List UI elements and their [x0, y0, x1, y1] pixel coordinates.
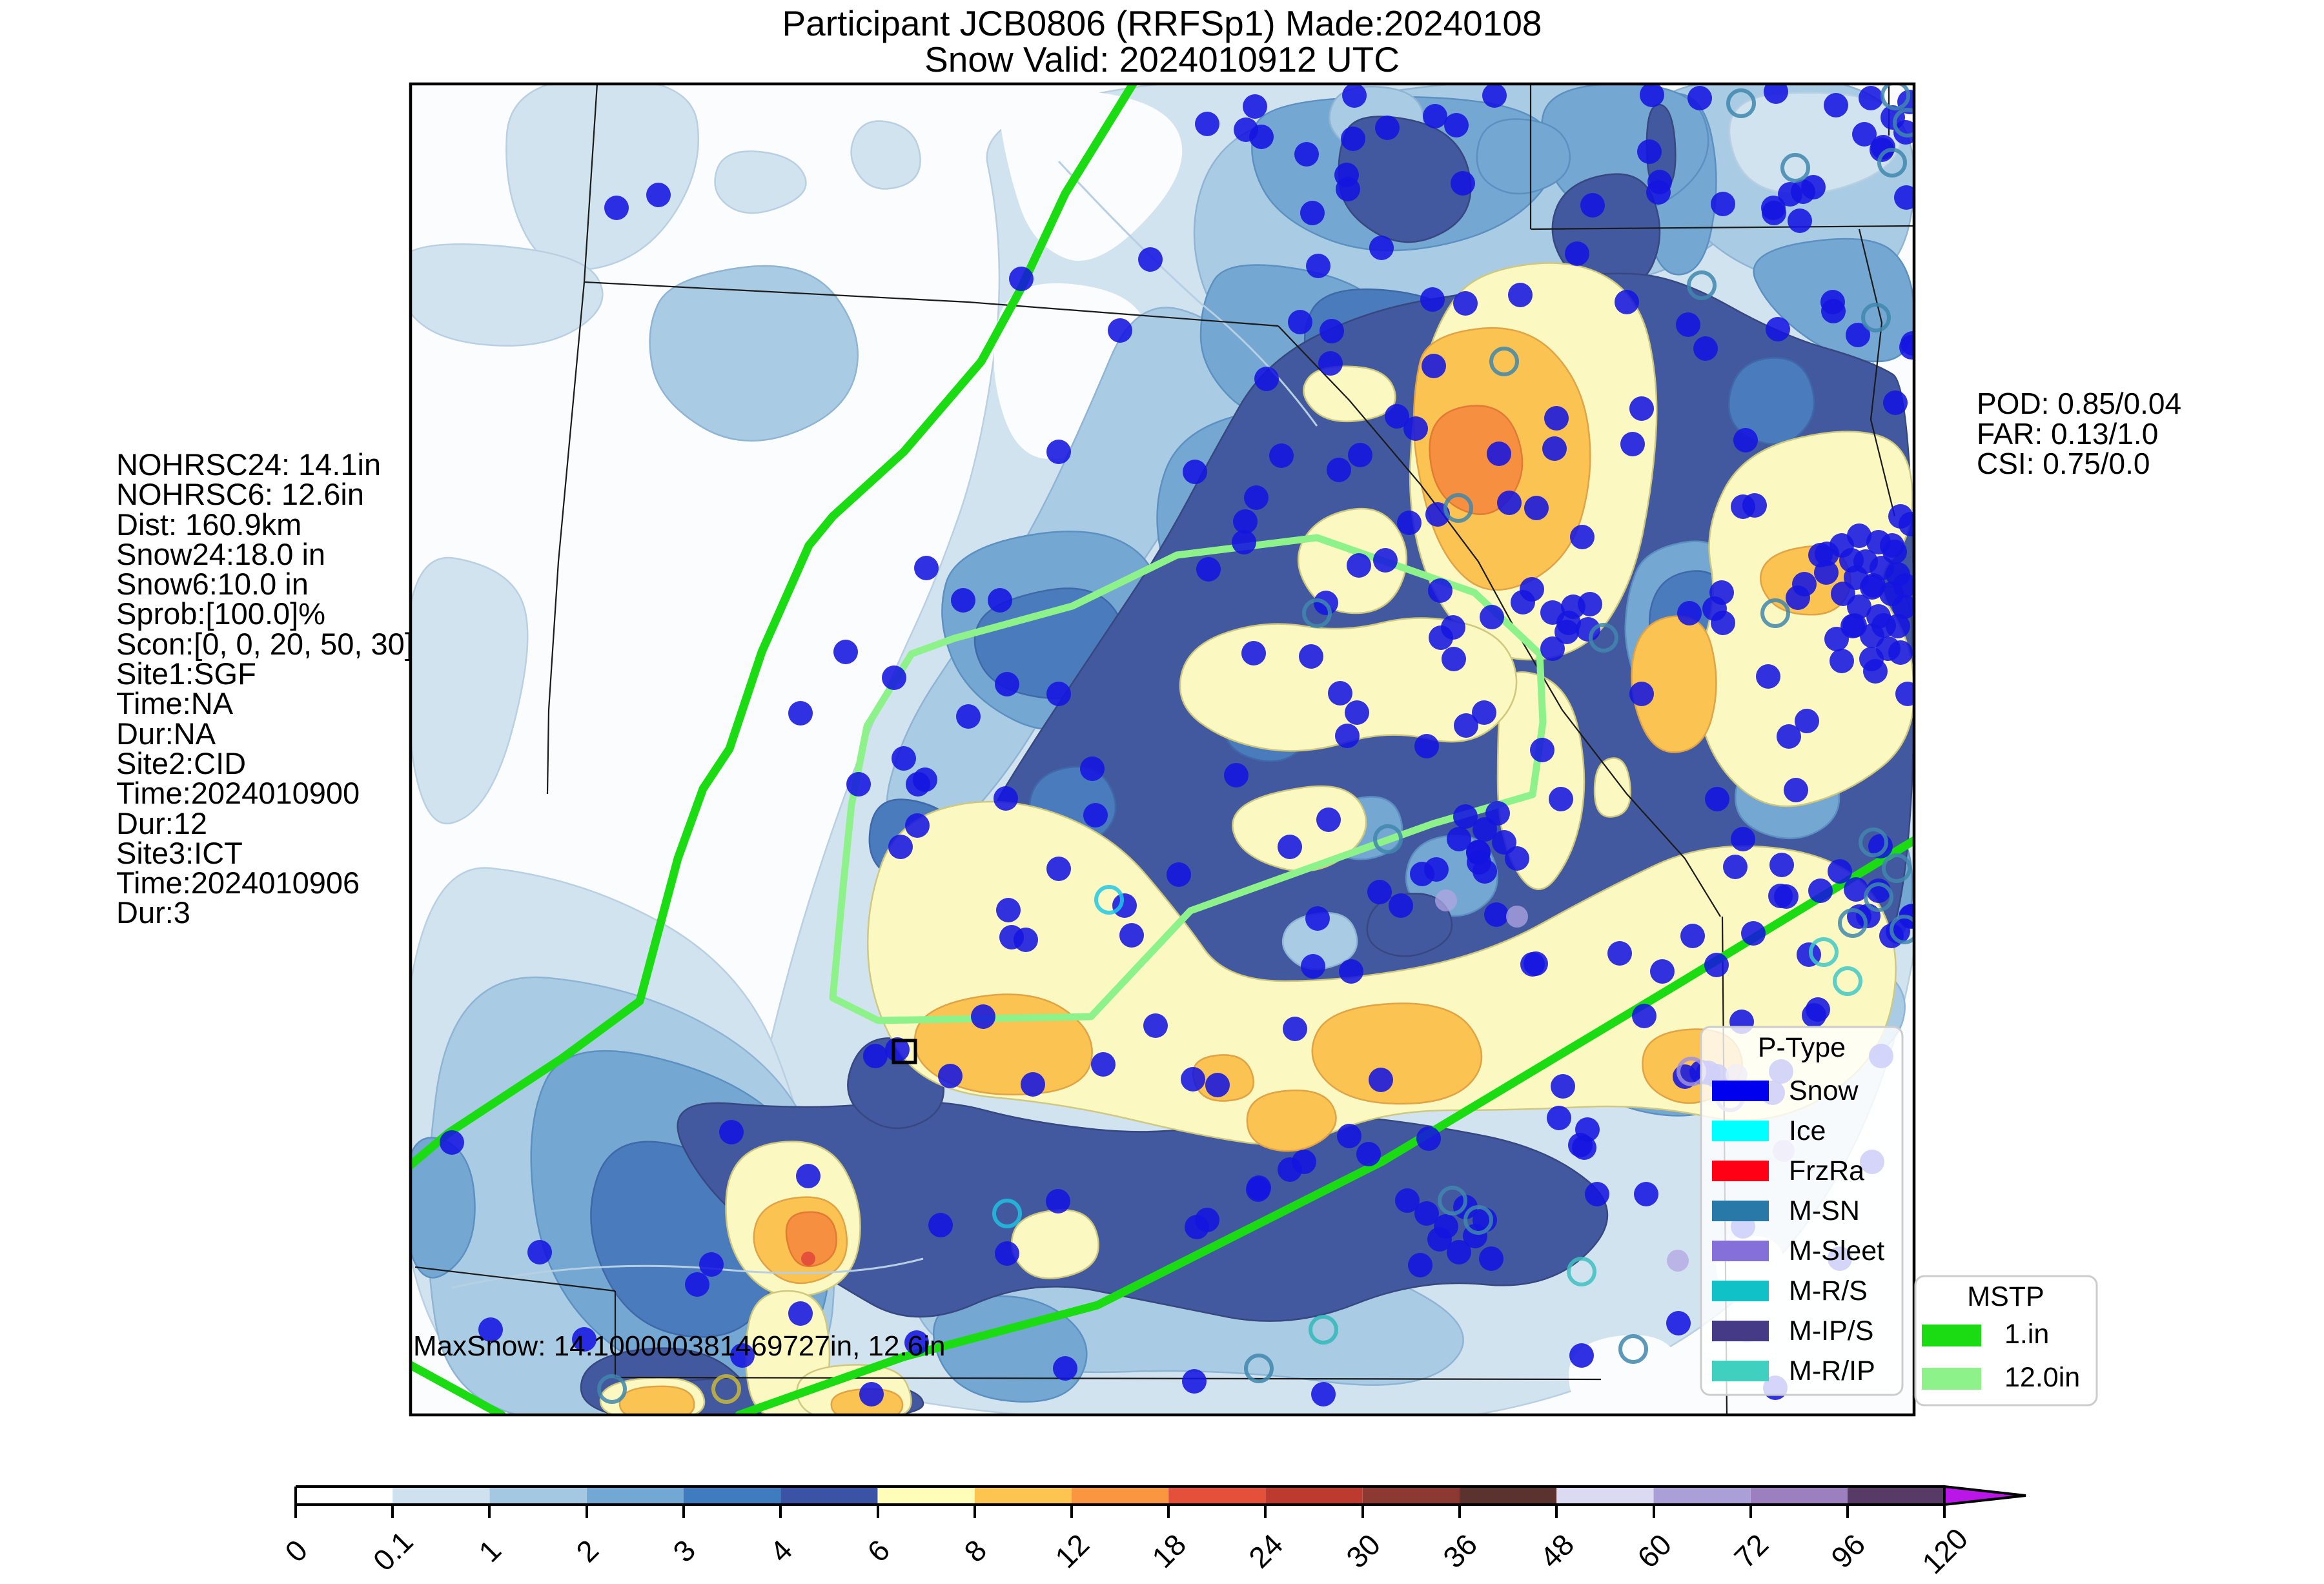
svg-text:Site1:SGF: Site1:SGF — [116, 656, 256, 691]
svg-text:CSI: 0.75/0.0: CSI: 0.75/0.0 — [1977, 447, 2150, 480]
svg-text:Dur:3: Dur:3 — [116, 895, 190, 929]
svg-text:NOHRSC6: 12.6in: NOHRSC6: 12.6in — [116, 477, 364, 511]
svg-text:NOHRSC24: 14.1in: NOHRSC24: 14.1in — [116, 447, 381, 482]
svg-text:Dur:12: Dur:12 — [116, 806, 207, 840]
svg-text:12.0in: 12.0in — [2004, 1362, 2080, 1393]
svg-text:Site3:ICT: Site3:ICT — [116, 836, 243, 870]
svg-text:M-Sleet: M-Sleet — [1789, 1235, 1884, 1266]
svg-text:Sprob:[100.0]%: Sprob:[100.0]% — [116, 596, 325, 631]
svg-text:Participant JCB0806 (RRFSp1) M: Participant JCB0806 (RRFSp1) Made:202401… — [782, 3, 1542, 43]
svg-text:Scon:[0, 0, 20, 50, 30]: Scon:[0, 0, 20, 50, 30] — [116, 627, 413, 661]
svg-text:Dist: 160.9km: Dist: 160.9km — [116, 507, 301, 542]
svg-text:1.in: 1.in — [2004, 1319, 2049, 1350]
svg-text:Time:2024010900: Time:2024010900 — [116, 776, 360, 810]
svg-text:Ice: Ice — [1789, 1115, 1826, 1146]
svg-text:Snow Valid: 2024010912 UTC: Snow Valid: 2024010912 UTC — [924, 39, 1400, 79]
svg-text:Snow24:18.0 in: Snow24:18.0 in — [116, 537, 325, 571]
svg-text:M-R/S: M-R/S — [1789, 1275, 1868, 1306]
svg-text:MaxSnow: 14.100000381469727in,: MaxSnow: 14.100000381469727in, 12.6in — [413, 1330, 945, 1362]
svg-text:Snow: Snow — [1789, 1075, 1859, 1106]
svg-text:Snow6:10.0 in: Snow6:10.0 in — [116, 567, 309, 601]
svg-text:M-SN: M-SN — [1789, 1195, 1860, 1226]
svg-text:FrzRa: FrzRa — [1789, 1155, 1864, 1186]
svg-text:FAR: 0.13/1.0: FAR: 0.13/1.0 — [1977, 417, 2158, 451]
svg-text:Dur:NA: Dur:NA — [116, 716, 216, 751]
svg-text:POD: 0.85/0.04: POD: 0.85/0.04 — [1977, 387, 2181, 420]
svg-text:Site2:CID: Site2:CID — [116, 746, 246, 780]
svg-text:Time:2024010906: Time:2024010906 — [116, 866, 360, 900]
svg-text:Time:NA: Time:NA — [116, 686, 234, 720]
svg-text:M-R/IP: M-R/IP — [1789, 1356, 1875, 1386]
svg-text:P-Type: P-Type — [1758, 1032, 1846, 1063]
svg-text:MSTP: MSTP — [1967, 1281, 2044, 1312]
svg-text:M-IP/S: M-IP/S — [1789, 1315, 1873, 1346]
